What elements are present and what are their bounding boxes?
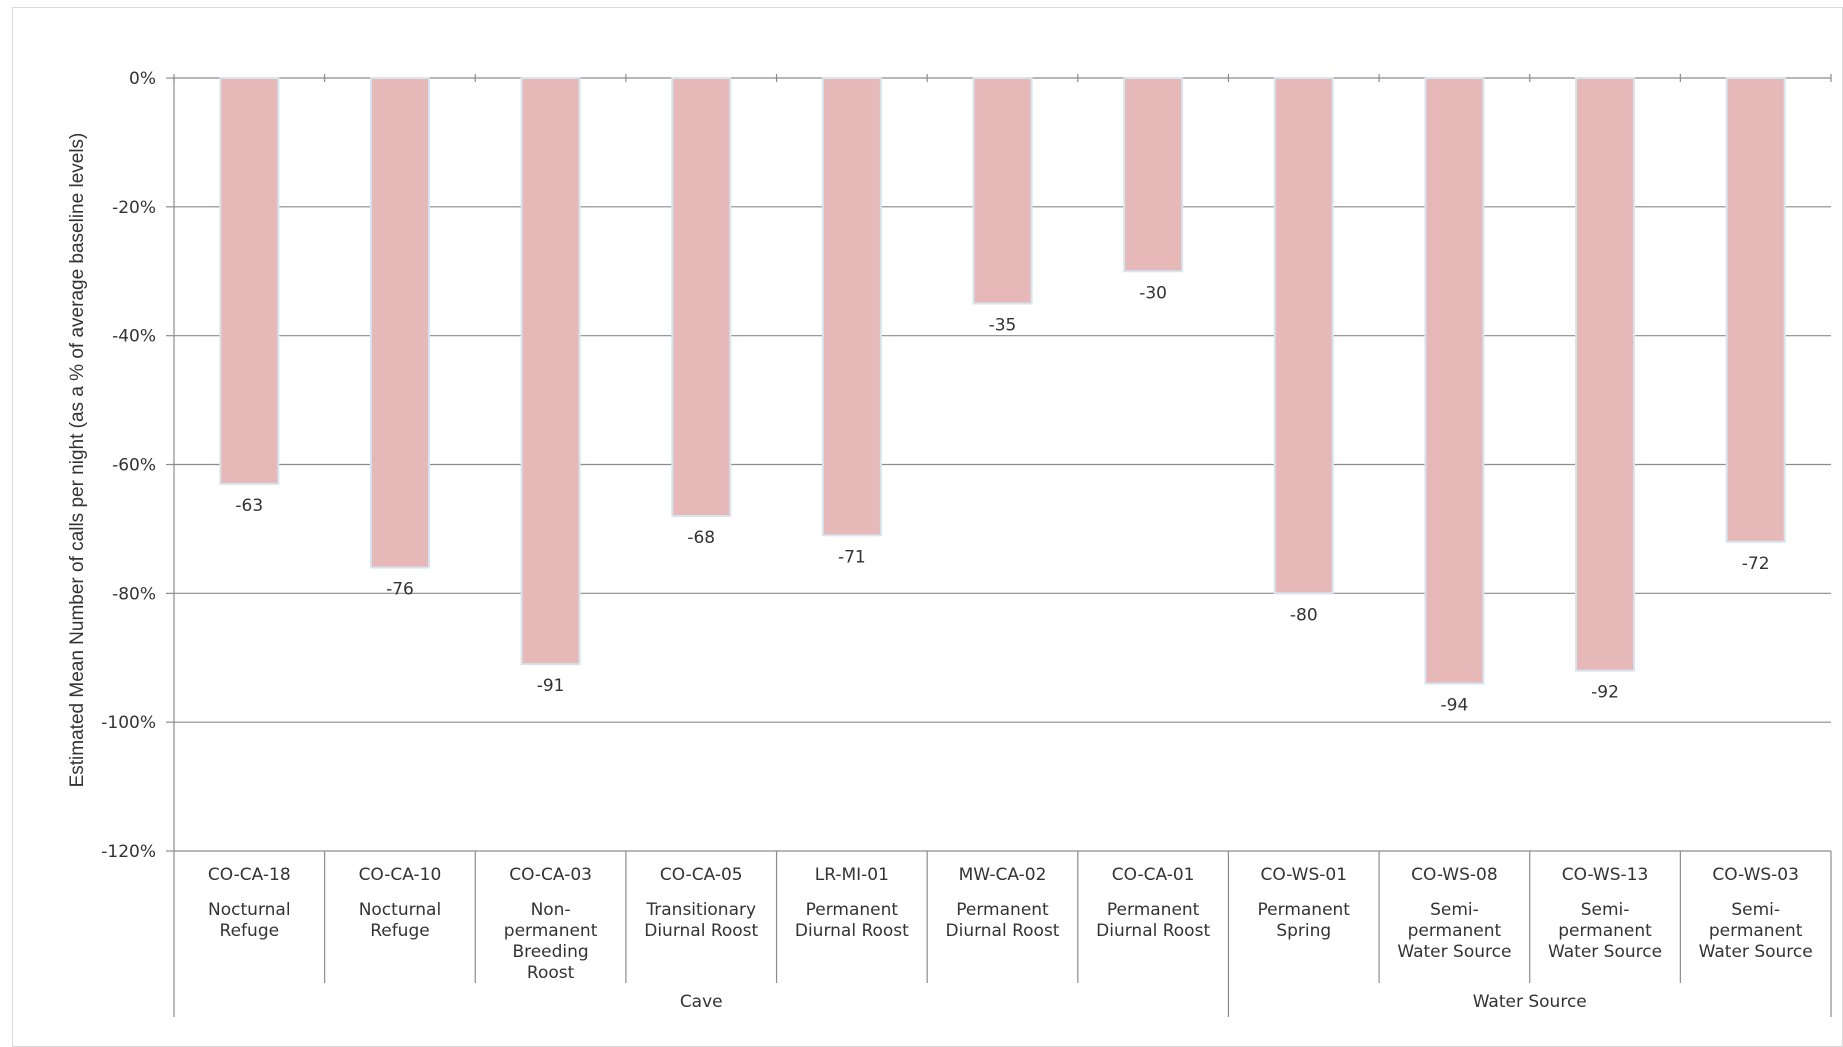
y-tick-label: -60% (112, 456, 156, 476)
data-label: -94 (1441, 696, 1469, 716)
gridlines (174, 77, 1831, 723)
category-type-label: Roost (527, 963, 575, 983)
category-code-label: CO-CA-18 (208, 865, 291, 885)
category-type-label: Permanent (1258, 900, 1351, 920)
category-labels: CO-CA-18NocturnalRefugeCO-CA-10Nocturnal… (208, 865, 1813, 983)
bars (219, 77, 1786, 685)
category-type-label: Nocturnal (359, 900, 442, 920)
data-label: -35 (989, 315, 1017, 335)
category-type-label: Refuge (220, 921, 280, 941)
group-labels: Cave Water Source (680, 992, 1587, 1012)
category-type-label: Permanent (956, 900, 1049, 920)
category-code-label: LR-MI-01 (815, 865, 889, 885)
category-type-label: Water Source (1548, 942, 1662, 962)
category-code-label: CO-CA-05 (660, 865, 743, 885)
category-code-label: MW-CA-02 (959, 865, 1047, 885)
data-label: -63 (235, 496, 263, 516)
category-type-label: Spring (1276, 921, 1331, 941)
category-code-label: CO-WS-01 (1260, 865, 1347, 885)
category-type-label: Water Source (1699, 942, 1813, 962)
category-type-label: Semi- (1581, 900, 1630, 920)
category-type-label: Diurnal Roost (946, 921, 1060, 941)
category-type-label: Permanent (806, 900, 899, 920)
bar (1123, 77, 1184, 273)
bar (1273, 77, 1334, 595)
category-code-label: CO-CA-01 (1112, 865, 1195, 885)
category-type-label: Semi- (1731, 900, 1780, 920)
data-label: -92 (1591, 683, 1619, 703)
category-type-label: Diurnal Roost (1096, 921, 1210, 941)
y-tick-label: -80% (112, 584, 156, 604)
bar (1725, 77, 1786, 543)
category-type-label: Semi- (1430, 900, 1479, 920)
category-type-label: permanent (1558, 921, 1652, 941)
bar (821, 77, 882, 537)
bar (219, 77, 280, 485)
y-tick-label: 0% (129, 69, 156, 89)
bar (369, 77, 430, 569)
category-type-label: Breeding (512, 942, 588, 962)
y-tick-label: -100% (101, 713, 156, 733)
data-label: -72 (1742, 554, 1770, 574)
category-code-label: CO-WS-13 (1562, 865, 1649, 885)
category-type-label: permanent (1408, 921, 1502, 941)
data-label: -30 (1139, 283, 1167, 303)
category-code-label: CO-WS-03 (1712, 865, 1799, 885)
data-label: -76 (386, 580, 414, 600)
data-label: -80 (1290, 605, 1318, 625)
category-type-label: Non- (531, 900, 571, 920)
y-tick-label: -40% (112, 327, 156, 347)
category-type-label: Refuge (370, 921, 430, 941)
axes (166, 74, 1832, 1017)
y-tick-labels: 0% -20% -40% -60% -80% -100% -120% (101, 69, 156, 862)
bar (1575, 77, 1636, 672)
category-type-label: permanent (504, 921, 598, 941)
y-tick-label: -120% (101, 842, 156, 862)
category-type-label: Water Source (1397, 942, 1511, 962)
bar (671, 77, 732, 518)
category-type-label: Diurnal Roost (644, 921, 758, 941)
bar (1424, 77, 1485, 685)
category-code-label: CO-CA-10 (359, 865, 442, 885)
category-type-label: Permanent (1107, 900, 1200, 920)
category-type-label: Diurnal Roost (795, 921, 909, 941)
data-label: -91 (537, 676, 565, 696)
y-axis-title: Estimated Mean Number of calls per night… (67, 133, 88, 788)
category-code-label: CO-WS-08 (1411, 865, 1498, 885)
category-type-label: permanent (1709, 921, 1803, 941)
bar (972, 77, 1033, 305)
data-label: -71 (838, 547, 866, 567)
category-code-label: CO-CA-03 (509, 865, 592, 885)
data-labels: -63 -76 -91 -68 -71 -35 -30 -80 -94 -92 -72 (235, 283, 1769, 715)
group-label: Water Source (1473, 992, 1587, 1012)
data-label: -68 (687, 528, 715, 548)
category-type-label: Nocturnal (208, 900, 291, 920)
group-label: Cave (680, 992, 723, 1012)
category-type-label: Transitionary (645, 900, 756, 920)
bar (520, 77, 581, 666)
y-tick-label: -20% (112, 198, 156, 218)
